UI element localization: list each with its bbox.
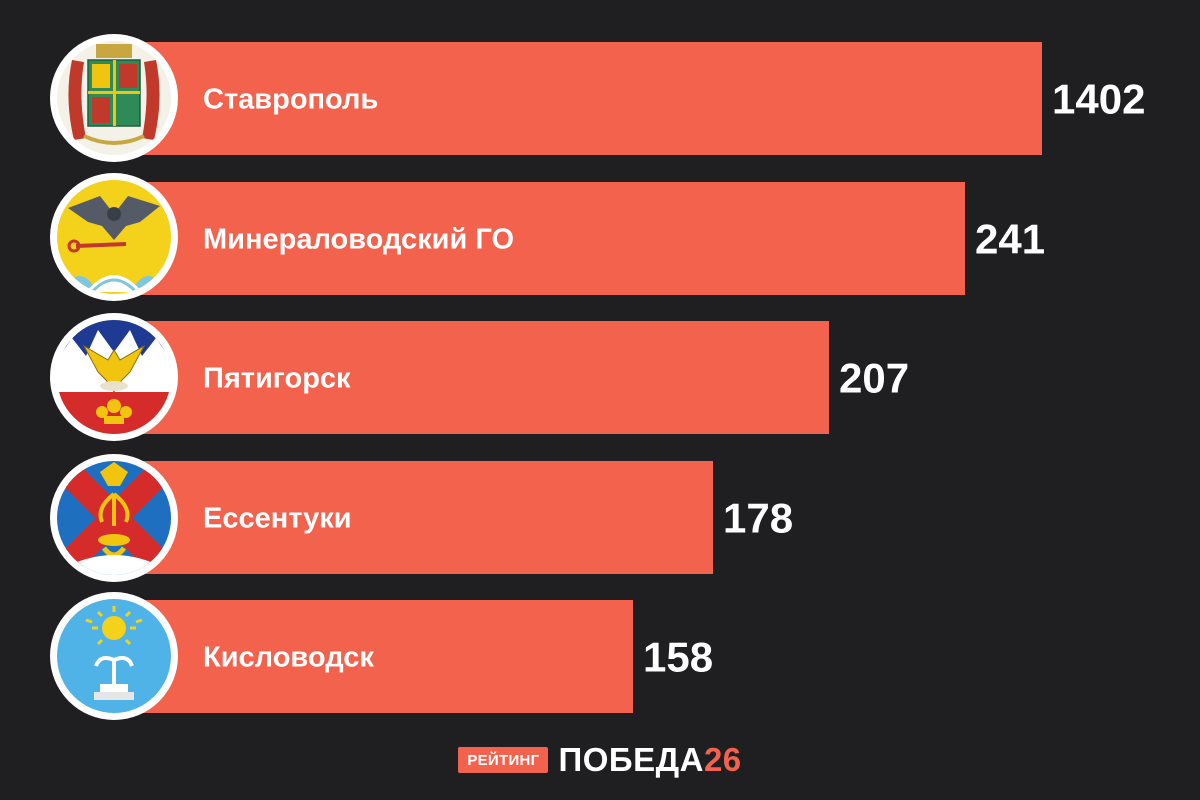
pyatigorsk-coat-of-arms-icon [50,313,178,441]
bar [114,182,965,295]
bar-category-label: Пятигорск [203,363,351,395]
bar [114,461,713,574]
bar-category-label: Ессентуки [203,503,352,535]
bar-value-label: 178 [723,495,793,542]
bar-category-label: Ставрополь [203,84,378,116]
bar-category-label: Кисловодск [203,642,374,674]
brand-number: 26 [703,741,742,778]
rating-badge: РЕЙТИНГ [458,747,549,773]
kislovodsk-coat-of-arms-icon [50,592,178,720]
bar [114,600,633,713]
brand-logo: ПОБЕДА26 [558,741,741,779]
mineralovodsky-coat-of-arms-icon [50,173,178,301]
bar-value-label: 158 [643,634,713,681]
bar-category-label: Минераловодский ГО [203,224,514,256]
essentuki-coat-of-arms-icon [50,454,178,582]
bar [114,42,1042,155]
stavropol-coat-of-arms-icon [50,34,178,162]
bar [114,321,829,434]
bar-value-label: 1402 [1052,76,1145,123]
brand-text: ПОБЕДА [558,741,704,778]
bar-value-label: 207 [839,355,909,402]
bar-value-label: 241 [975,216,1045,263]
footer: РЕЙТИНГ ПОБЕДА26 [0,738,1200,782]
